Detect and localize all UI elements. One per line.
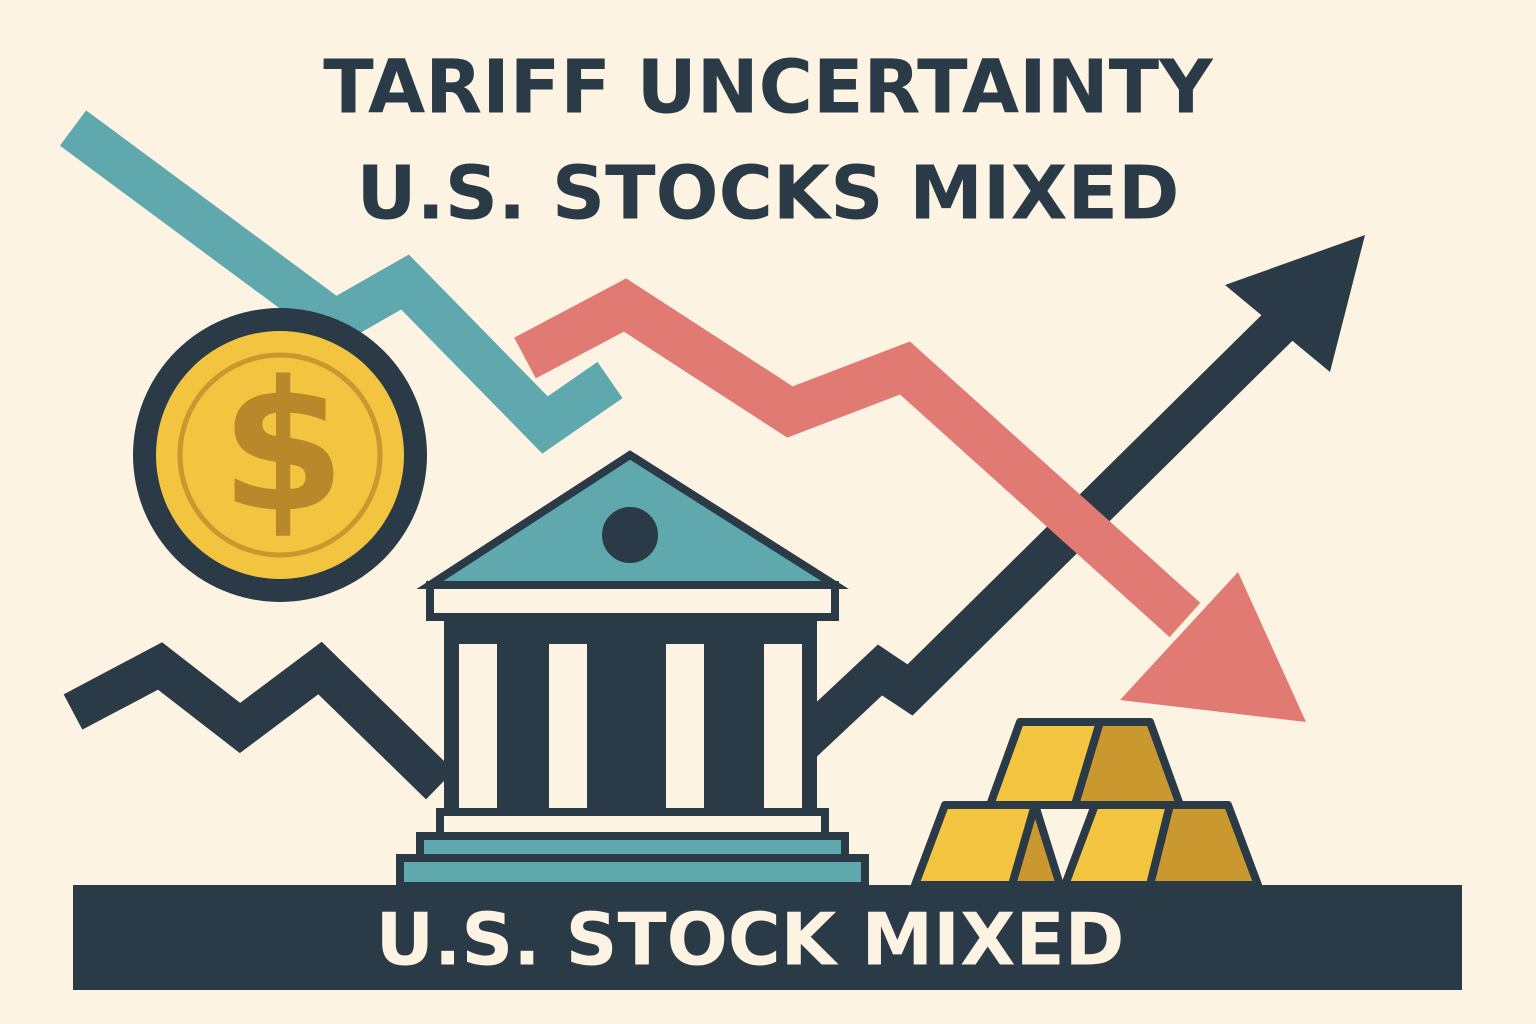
banner-text: U.S. STOCK MIXED [376,898,1125,982]
bank-emblem [602,507,658,563]
dark-arrow-head [1225,235,1365,372]
title-line-2: U.S. STOCKS MIXED [357,151,1180,237]
coin-symbol: $ [220,343,345,552]
gold-bars [911,718,1262,889]
teal-trend-line [59,110,623,454]
coin-ring [177,352,383,558]
banner [73,885,1462,990]
bank-column [451,636,505,816]
red-arrow-head [1120,572,1306,722]
title-line-1: TARIFF UNCERTAINTY [323,45,1214,131]
bank-column [658,636,712,816]
red-trend-line [514,278,1201,638]
bank-column [541,636,595,816]
coin: $ [133,308,427,602]
bank-body [444,613,817,816]
bank-column [756,636,810,816]
dark-trend-line-right [786,305,1300,760]
dark-trend-line-left [63,641,454,800]
bank [396,450,869,890]
bank-entablature [426,581,839,621]
coin-face [156,331,404,579]
bank-step [396,854,869,890]
